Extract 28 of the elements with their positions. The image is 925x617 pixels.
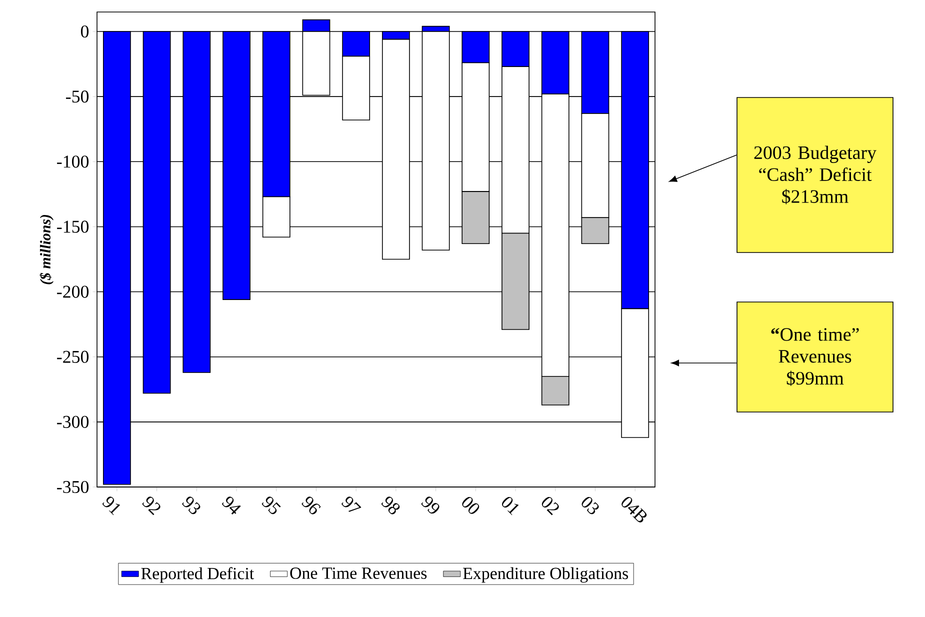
y-tick-label: 0 — [80, 25, 89, 38]
x-tick-label: 01 — [502, 496, 519, 516]
y-tick-label: -200 — [57, 286, 89, 298]
y-axis-title: ($ millions) — [40, 214, 54, 284]
y-tick-label: -150 — [57, 220, 89, 233]
x-tick-label: 98 — [381, 496, 400, 514]
x-tick-label: 99 — [421, 496, 440, 514]
x-tick-label: 02 — [542, 496, 559, 516]
y-tick-label: -50 — [66, 90, 89, 103]
legend-label: One Time Revenues — [290, 568, 427, 579]
text: 2003 Budgetary “Cash” Deficit $213mm — [754, 146, 876, 204]
x-tick-label: 03 — [582, 496, 599, 514]
legend-label: Expenditure Obligations — [463, 567, 628, 583]
y-tick-label: -300 — [57, 416, 89, 428]
y-tick-label: -100 — [57, 156, 89, 168]
x-tick-label: 93 — [182, 496, 200, 514]
legend-label: Reported Deficit — [141, 567, 254, 583]
x-tick-label: 00 — [462, 496, 480, 514]
y-tick-label: -350 — [57, 480, 89, 494]
text: “One time” Revenues $99mm — [771, 328, 859, 386]
x-tick-label: 94 — [222, 496, 241, 515]
x-tick-label: 91 — [102, 496, 120, 516]
x-tick-label: 95 — [262, 496, 281, 514]
y-tick-label: -250 — [57, 350, 89, 363]
x-tick-label: 96 — [302, 496, 321, 514]
x-tick-label: 92 — [142, 496, 160, 516]
x-tick-label: 97 — [341, 496, 362, 512]
x-tick-label: 04B — [622, 496, 647, 522]
